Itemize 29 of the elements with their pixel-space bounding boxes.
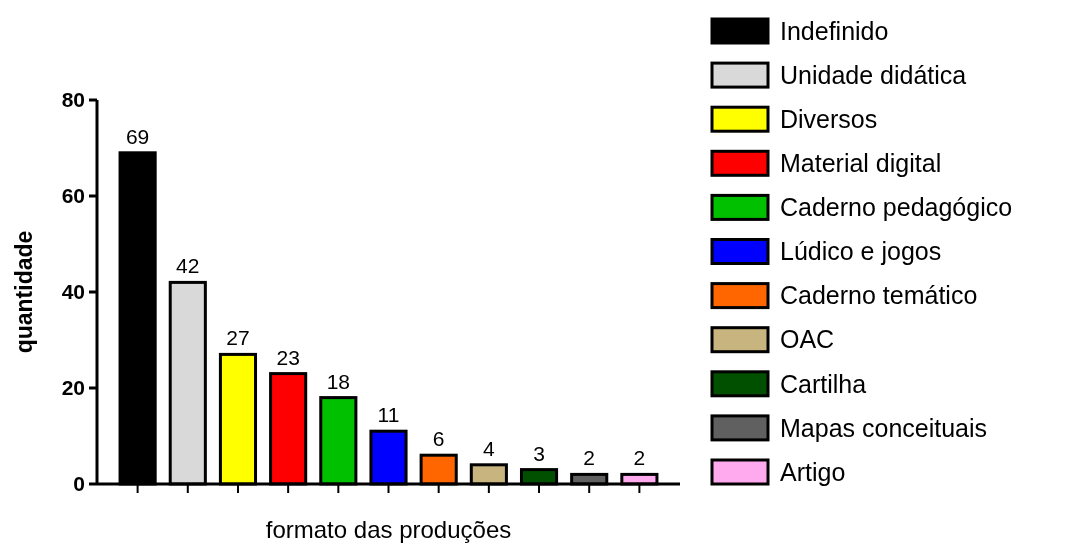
y-tick-label: 20 (61, 376, 85, 400)
legend-label: Unidade didática (780, 60, 967, 89)
data-label: 4 (483, 436, 496, 460)
legend-label: Indefinido (780, 16, 889, 45)
data-label: 42 (176, 254, 200, 278)
y-axis-title: quantidade (11, 230, 37, 354)
legend-label: Diversos (780, 104, 878, 133)
y-tick-label: 40 (61, 280, 85, 304)
legend-label: Caderno temático (780, 281, 978, 310)
y-tick-label: 0 (73, 472, 85, 496)
legend-label: Lúdico e jogos (780, 237, 942, 266)
legend-label: Artigo (780, 457, 846, 486)
data-label: 27 (226, 326, 250, 350)
legend-label: OAC (780, 325, 835, 354)
data-label: 23 (276, 345, 300, 369)
x-axis-title: formato das produções (265, 516, 512, 543)
data-label: 6 (432, 427, 445, 451)
legend-label: Mapas conceituais (780, 413, 988, 442)
data-label: 2 (633, 446, 646, 470)
data-label: 11 (377, 403, 400, 427)
legend-label: Caderno pedagógico (780, 193, 1013, 222)
data-label: 18 (326, 369, 350, 393)
legend-label: Cartilha (780, 369, 867, 398)
data-label: 3 (533, 441, 545, 465)
y-tick-label: 60 (61, 184, 85, 208)
data-label: 2 (583, 446, 596, 470)
data-label: 69 (125, 124, 150, 148)
legend-label: Material digital (780, 149, 942, 178)
y-tick-label: 80 (61, 88, 85, 112)
